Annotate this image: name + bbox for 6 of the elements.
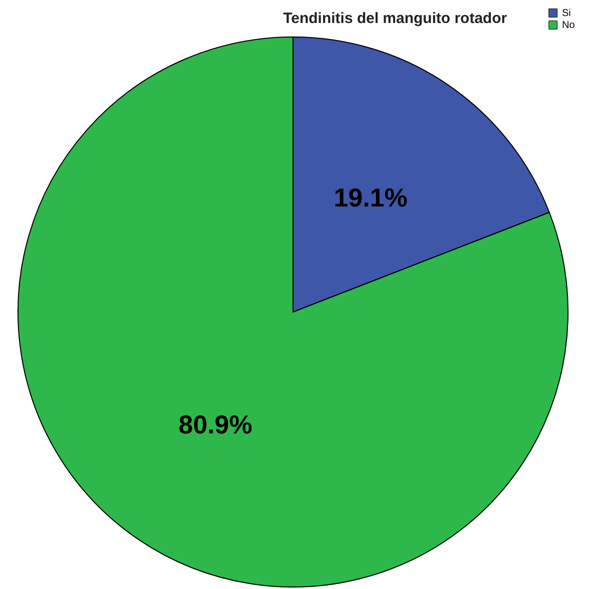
data-label: 80.9% [178, 409, 252, 440]
legend-label: Si [562, 8, 571, 19]
data-label: 19.1% [334, 182, 408, 213]
legend-label: No [562, 20, 576, 31]
pie-slice [18, 36, 568, 588]
chart-title: Tendinitis del manguito rotador [283, 10, 508, 27]
